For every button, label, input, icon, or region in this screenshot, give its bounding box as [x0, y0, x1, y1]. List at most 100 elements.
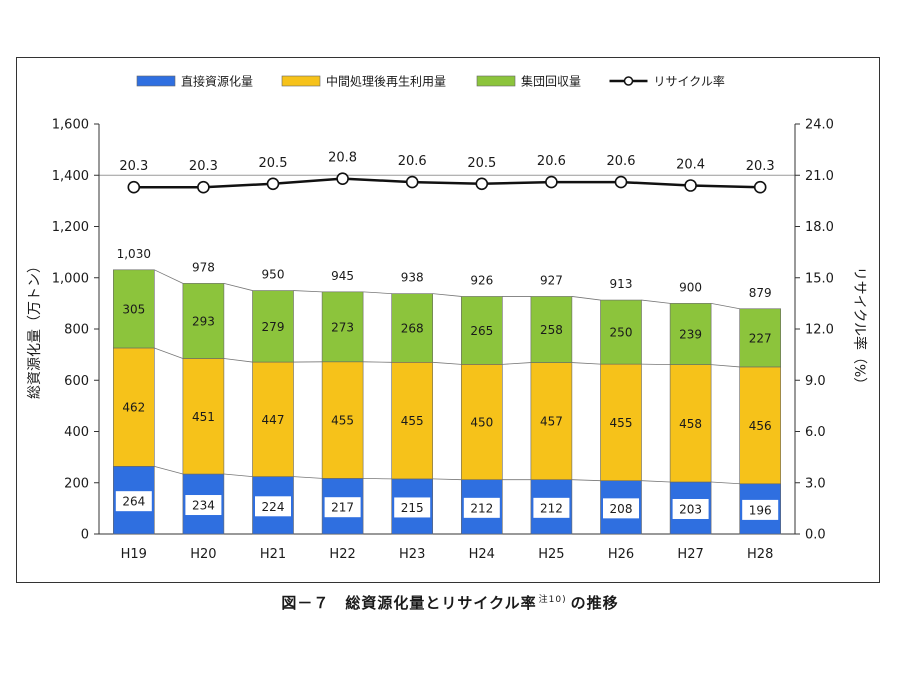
bar-value-label: 265 — [470, 324, 493, 338]
x-tick-label: H22 — [329, 547, 355, 562]
legend-line-marker — [623, 76, 634, 86]
value-label-box — [672, 498, 709, 519]
series-connector-line — [641, 480, 671, 483]
y-tick-label: 600 — [64, 374, 89, 389]
bar-total-label: 978 — [192, 260, 215, 274]
bar-segment — [600, 299, 642, 365]
bar-segment — [252, 290, 294, 363]
bar-segment — [182, 283, 225, 359]
bar-total-label: 1,030 — [117, 247, 151, 261]
value-label-box — [255, 496, 291, 517]
series-connector-line — [363, 477, 392, 480]
y-tick-label: 1,000 — [52, 271, 89, 286]
chart-frame: 0 200 400 600 800 1,000 1,200 1,400 1,600 0.0 3.0 6… — [16, 57, 880, 583]
rate-value-label: 20.6 — [398, 154, 427, 169]
series-connector-line — [223, 358, 253, 363]
rate-value-label: 20.5 — [467, 156, 496, 171]
legend-swatch — [281, 75, 321, 87]
series-connector-line — [223, 282, 253, 291]
bar-value-label: 451 — [192, 410, 215, 424]
rate-value-label: 20.3 — [746, 159, 775, 174]
bar-value-label: 455 — [610, 416, 633, 430]
series-connector-line — [571, 479, 601, 482]
series-connector-line — [223, 473, 253, 477]
rate-point — [336, 172, 349, 185]
bar-value-label: 217 — [331, 501, 354, 515]
series-connector-line — [363, 361, 392, 363]
y2-axis-title: リサイクル率（%） — [851, 267, 868, 392]
series-connector-line — [363, 291, 392, 295]
y-tick-label: 0 — [81, 528, 89, 543]
bar-segment — [321, 361, 364, 479]
series-connector-line — [711, 364, 740, 368]
bar-value-label: 196 — [749, 503, 772, 517]
bar-total-label: 938 — [401, 271, 424, 285]
bar-value-label: 212 — [540, 501, 563, 515]
figure-caption: 図－７ 総資源化量とリサイクル率 注10) の推移 — [0, 592, 900, 613]
bar-segment — [321, 291, 364, 363]
bar-value-label: 250 — [610, 326, 633, 340]
bar-value-label: 447 — [262, 413, 285, 427]
rate-value-label: 20.4 — [676, 158, 705, 173]
bar-segment — [600, 363, 642, 482]
x-tick-label: H21 — [260, 547, 286, 562]
bar-value-label: 203 — [679, 502, 702, 516]
bar-segment — [252, 361, 294, 477]
y2-tick-label: 12.0 — [805, 323, 834, 338]
series-connector-line — [432, 361, 462, 365]
rate-value-label: 20.3 — [119, 159, 148, 174]
bar-value-label: 457 — [540, 415, 563, 429]
rate-point — [405, 175, 419, 189]
legend-swatch — [476, 75, 516, 87]
legend-label: リサイクル率 — [654, 74, 725, 89]
bar-total-label: 927 — [540, 273, 563, 287]
bar-segment — [182, 358, 225, 475]
bar-segment — [460, 364, 503, 480]
rate-point — [753, 180, 767, 194]
series-connector-line — [711, 302, 740, 310]
bar-value-label: 224 — [262, 500, 285, 514]
bar-total-label: 926 — [470, 273, 493, 287]
legend-label: 集団回収量 — [521, 74, 581, 89]
x-tick-label: H20 — [190, 547, 216, 562]
series-connector-line — [711, 481, 740, 485]
series-connector-line — [432, 478, 462, 481]
bar-value-label: 215 — [401, 501, 424, 515]
rate-value-label: 20.3 — [189, 159, 218, 174]
bar-segment — [530, 362, 573, 480]
x-tick-label: H23 — [399, 547, 425, 562]
legend-label: 中間処理後再生利用量 — [326, 74, 446, 89]
rate-point — [545, 175, 558, 189]
series-connector-line — [571, 296, 601, 301]
bar-segment — [460, 296, 503, 365]
rate-point — [684, 179, 697, 192]
bar-segment — [113, 347, 155, 467]
y2-tick-label: 3.0 — [805, 476, 826, 491]
bar-segment — [391, 293, 434, 363]
series-connector-line — [432, 293, 462, 297]
bar-value-label: 208 — [610, 502, 633, 516]
bar-segment — [113, 269, 155, 349]
bar-segment — [669, 364, 712, 483]
bar-total-label: 879 — [749, 286, 772, 300]
series-connector-line — [154, 347, 184, 359]
rate-value-label: 20.6 — [537, 154, 566, 169]
bar-value-label: 273 — [331, 320, 354, 334]
y2-tick-label: 18.0 — [805, 220, 834, 235]
bar-value-label: 455 — [331, 414, 354, 428]
y-tick-label: 800 — [64, 323, 89, 338]
value-label-box — [324, 497, 361, 518]
bar-value-label: 279 — [262, 320, 285, 334]
bar-value-label: 258 — [540, 323, 563, 337]
legend-label: 直接資源化量 — [181, 74, 253, 89]
series-connector-line — [571, 362, 601, 365]
bar-value-label: 455 — [401, 414, 424, 428]
bar-total-label: 900 — [679, 280, 702, 294]
rate-value-label: 20.6 — [607, 154, 636, 169]
y2-tick-label: 6.0 — [805, 425, 826, 440]
y-tick-label: 400 — [64, 425, 89, 440]
value-label-box — [115, 491, 152, 512]
series-connector-line — [293, 290, 323, 293]
x-tick-label: H26 — [608, 547, 634, 562]
rate-line — [133, 177, 761, 189]
